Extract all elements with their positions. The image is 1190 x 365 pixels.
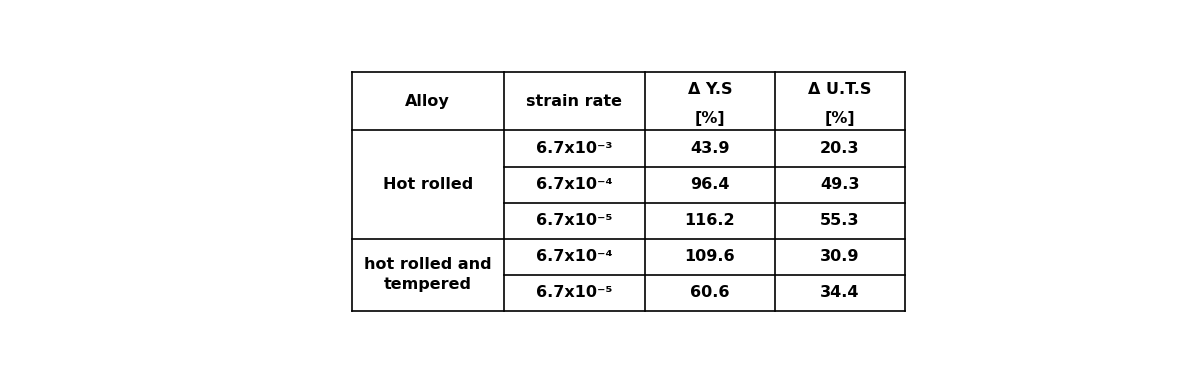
Text: 109.6: 109.6: [684, 249, 735, 264]
Text: 6.7x10⁻⁴: 6.7x10⁻⁴: [537, 177, 613, 192]
Text: [%]: [%]: [825, 111, 856, 126]
Text: 116.2: 116.2: [684, 213, 735, 228]
Text: tempered: tempered: [383, 277, 471, 292]
Text: strain rate: strain rate: [526, 94, 622, 109]
Text: 30.9: 30.9: [820, 249, 859, 264]
Text: 6.7x10⁻⁵: 6.7x10⁻⁵: [537, 213, 613, 228]
Text: 20.3: 20.3: [820, 141, 859, 156]
Text: 6.7x10⁻³: 6.7x10⁻³: [537, 141, 613, 156]
Text: 96.4: 96.4: [690, 177, 729, 192]
Text: 60.6: 60.6: [690, 285, 729, 300]
Text: 34.4: 34.4: [820, 285, 859, 300]
Text: Δ U.T.S: Δ U.T.S: [808, 82, 871, 97]
Text: 49.3: 49.3: [820, 177, 859, 192]
Text: 43.9: 43.9: [690, 141, 729, 156]
Text: Δ Y.S: Δ Y.S: [688, 82, 732, 97]
Text: 6.7x10⁻⁴: 6.7x10⁻⁴: [537, 249, 613, 264]
Text: Hot rolled: Hot rolled: [383, 177, 472, 192]
Text: Alloy: Alloy: [406, 94, 450, 109]
Text: 55.3: 55.3: [820, 213, 859, 228]
Text: hot rolled and: hot rolled and: [364, 257, 491, 272]
Text: 6.7x10⁻⁵: 6.7x10⁻⁵: [537, 285, 613, 300]
Text: [%]: [%]: [695, 111, 725, 126]
